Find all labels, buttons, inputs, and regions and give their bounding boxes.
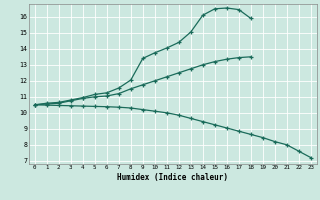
X-axis label: Humidex (Indice chaleur): Humidex (Indice chaleur) <box>117 173 228 182</box>
